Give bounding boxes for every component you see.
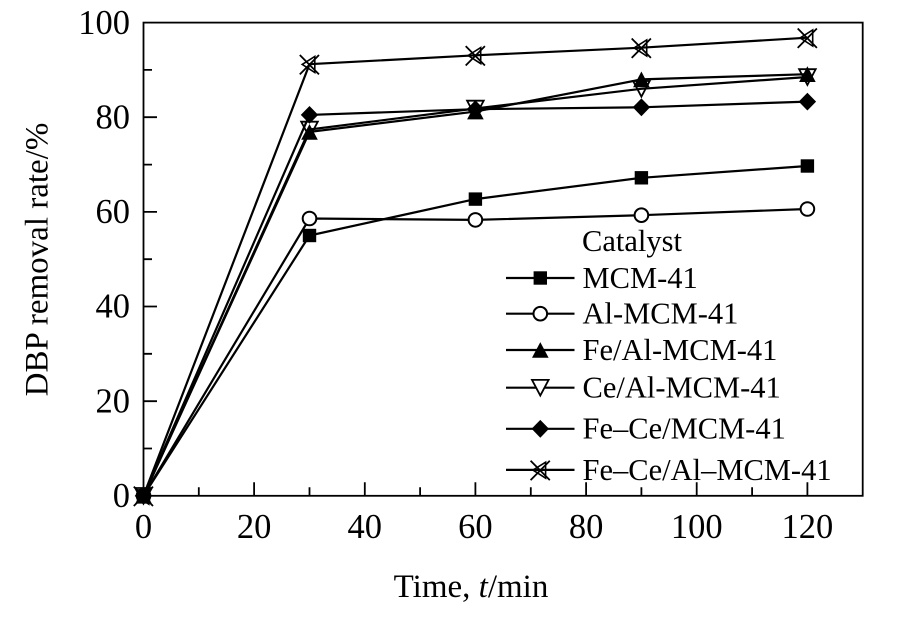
svg-text:0: 0 bbox=[135, 508, 152, 546]
svg-text:40: 40 bbox=[96, 288, 131, 326]
svg-text:Time, t/min: Time, t/min bbox=[394, 569, 549, 605]
svg-text:Fe/Al-MCM-41: Fe/Al-MCM-41 bbox=[583, 333, 778, 367]
svg-text:MCM-41: MCM-41 bbox=[583, 261, 698, 295]
svg-text:Fe–Ce/MCM-41: Fe–Ce/MCM-41 bbox=[583, 412, 786, 446]
svg-text:60: 60 bbox=[458, 508, 493, 546]
svg-text:DBP removal rate/%: DBP removal rate/% bbox=[20, 123, 56, 397]
svg-text:40: 40 bbox=[348, 508, 383, 546]
svg-text:Al-MCM-41: Al-MCM-41 bbox=[583, 297, 739, 331]
svg-text:100: 100 bbox=[78, 4, 130, 42]
svg-text:Fe–Ce/Al–MCM-41: Fe–Ce/Al–MCM-41 bbox=[583, 453, 832, 487]
svg-text:80: 80 bbox=[96, 98, 131, 136]
svg-text:80: 80 bbox=[569, 508, 604, 546]
svg-text:60: 60 bbox=[96, 193, 131, 231]
svg-text:20: 20 bbox=[237, 508, 272, 546]
svg-text:120: 120 bbox=[782, 508, 834, 546]
svg-text:0: 0 bbox=[113, 477, 130, 515]
svg-text:100: 100 bbox=[671, 508, 723, 546]
svg-text:Ce/Al-MCM-41: Ce/Al-MCM-41 bbox=[583, 371, 781, 405]
svg-text:20: 20 bbox=[96, 382, 131, 420]
svg-text:Catalyst: Catalyst bbox=[582, 224, 682, 258]
